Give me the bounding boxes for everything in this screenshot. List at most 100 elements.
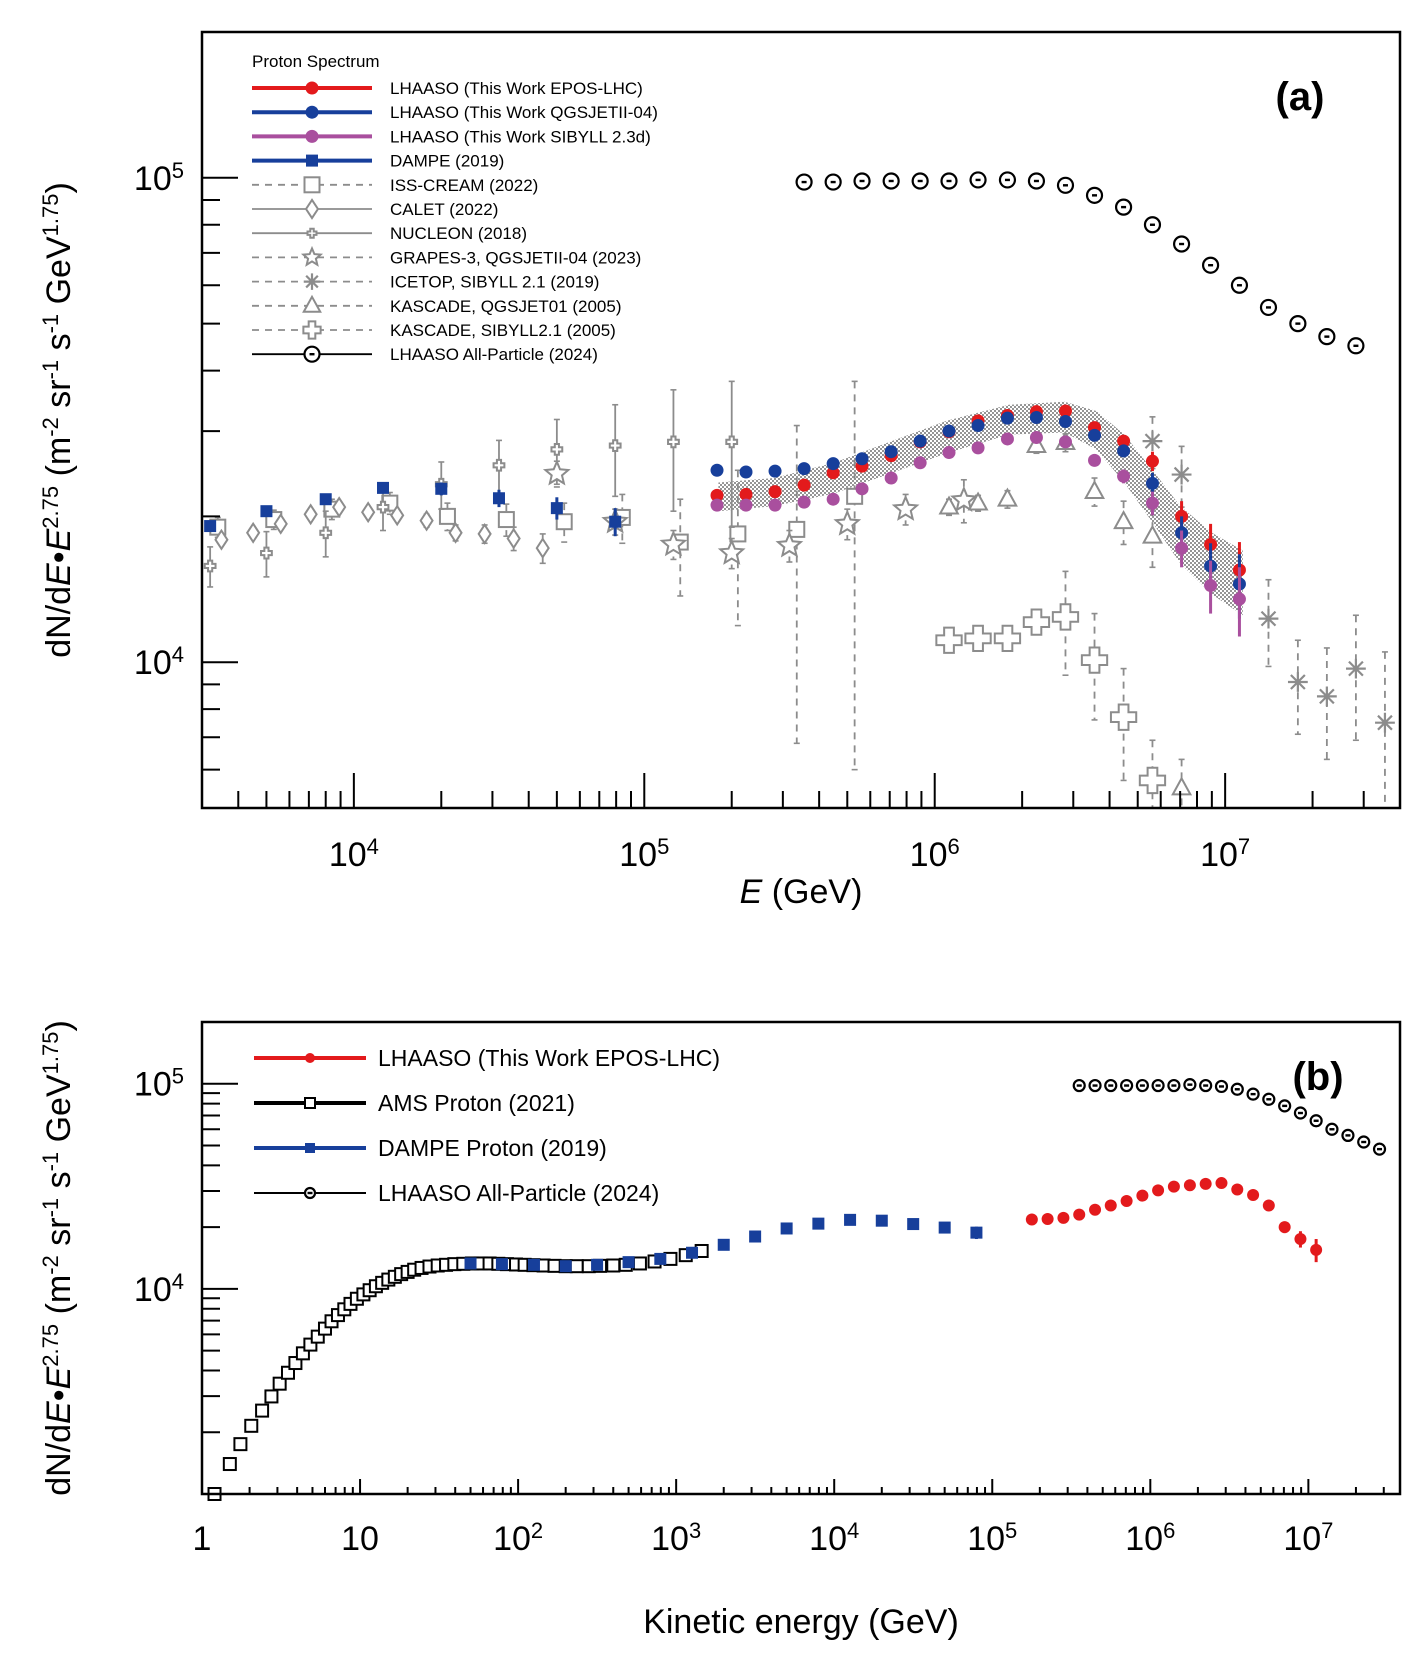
- error-bar: [1353, 344, 1359, 347]
- data-point: [632, 1256, 647, 1271]
- error-bar: [1297, 1111, 1303, 1115]
- data-point: [203, 559, 217, 573]
- data-point: [1183, 1179, 1196, 1192]
- data-point: [1113, 510, 1135, 530]
- data-point: [970, 1226, 983, 1239]
- error-bar: [1265, 306, 1271, 309]
- y-tick-label: 104: [134, 642, 184, 683]
- error-bar: [1324, 335, 1330, 338]
- data-point: [1231, 1183, 1244, 1196]
- data-point: [1145, 476, 1159, 490]
- data-point: [938, 1221, 951, 1234]
- uncertainty-band: [718, 401, 1243, 616]
- data-point: [1287, 672, 1308, 692]
- data-point: [1142, 431, 1163, 452]
- panel-b-label: (b): [1292, 1055, 1343, 1099]
- panel-a-y-axis-title: dN/dE•E2.75 (m-2 sr-1 s-1 GeV1.75): [38, 182, 79, 658]
- data-point: [550, 502, 563, 515]
- error-bar: [309, 353, 315, 356]
- data-point: [1029, 430, 1043, 444]
- data-point: [245, 521, 261, 544]
- data-point: [768, 485, 782, 499]
- error-bar: [1092, 1084, 1098, 1087]
- data-point: [495, 1258, 508, 1271]
- data-point: [971, 419, 985, 433]
- data-point: [1294, 1233, 1307, 1246]
- data-point: [1167, 1180, 1180, 1193]
- data-point: [884, 445, 898, 459]
- data-point: [826, 492, 840, 506]
- data-point: [542, 459, 571, 486]
- legend-marker: [306, 227, 318, 239]
- error-bar: [1171, 1084, 1177, 1087]
- data-point: [1171, 464, 1192, 485]
- error-bar: [888, 179, 894, 183]
- data-point: [659, 529, 688, 557]
- data-point: [272, 1376, 287, 1391]
- legend-marker: [303, 176, 321, 194]
- legend-item: LHAASO (This Work QGSJETII-04): [252, 103, 658, 122]
- data-point: [1080, 646, 1109, 674]
- x-tick-label: 104: [809, 1518, 859, 1559]
- legend-marker: [305, 105, 319, 119]
- legend-item: LHAASO (This Work EPOS-LHC): [254, 1045, 720, 1071]
- data-point: [1346, 658, 1366, 679]
- data-point: [550, 442, 564, 456]
- legend-item: KASCADE, QGSJET01 (2005): [252, 294, 621, 316]
- error-bar: [830, 180, 836, 184]
- data-point: [1029, 411, 1043, 425]
- data-point: [303, 503, 318, 526]
- data-point: [717, 538, 746, 565]
- data-point: [971, 441, 985, 455]
- panel-a-frame: [200, 30, 1402, 810]
- data-point: [654, 1252, 667, 1265]
- error-bar: [917, 179, 923, 183]
- error-bar: [1121, 205, 1127, 209]
- legend-marker: [300, 245, 324, 267]
- legend-item: LHAASO All-Particle (2024): [254, 1180, 659, 1206]
- legend-marker: [304, 1097, 316, 1109]
- data-point: [812, 1217, 825, 1230]
- data-point: [1088, 453, 1102, 467]
- data-point: [1084, 479, 1106, 499]
- legend-marker: [302, 294, 322, 313]
- data-point: [438, 507, 456, 525]
- data-point: [780, 1222, 793, 1235]
- legend-label: DAMPE (2019): [390, 152, 504, 171]
- data-point: [913, 434, 927, 448]
- y-axis-title-a: dN/dE•E2.75 (m-2 sr-1 s-1 GeV1.75): [38, 182, 79, 658]
- legend-label: NUCLEON (2018): [390, 224, 527, 243]
- error-bar: [307, 1191, 313, 1195]
- data-point: [775, 531, 804, 558]
- data-point: [1136, 1189, 1149, 1202]
- data-point: [319, 526, 333, 540]
- panel-b-series: [207, 1078, 1387, 1501]
- data-point: [710, 488, 724, 502]
- data-point: [1022, 608, 1051, 636]
- data-point: [1117, 444, 1131, 458]
- data-point: [1316, 686, 1337, 707]
- error-bar: [1062, 184, 1068, 187]
- data-point: [332, 496, 347, 519]
- panel-b-frame: [200, 1020, 1402, 1496]
- series-dampe-proton-2019: [464, 1213, 983, 1273]
- x-tick-label: 104: [329, 834, 379, 875]
- data-point: [964, 624, 992, 652]
- legend-item: DAMPE (2019): [252, 152, 504, 171]
- data-point: [435, 482, 448, 495]
- series-kascade-sibyll2-1-2005: [935, 570, 1167, 808]
- error-bar: [1076, 1084, 1082, 1087]
- error-bar: [1313, 1119, 1319, 1122]
- legend-marker: [305, 81, 319, 95]
- legend-marker: [303, 273, 321, 290]
- data-point: [993, 624, 1022, 652]
- data-point: [390, 504, 405, 527]
- data-point: [419, 509, 434, 532]
- data-point: [996, 487, 1018, 507]
- error-bar: [1218, 1085, 1224, 1088]
- panel-b-y-axis-title: dN/dE•E2.75 (m-2 sr-1 s-1 GeV1.75): [38, 1020, 79, 1496]
- error-bar: [1329, 1128, 1335, 1131]
- panel-a-legend: Proton Spectrum LHAASO (This Work EPOS-L…: [252, 52, 658, 364]
- data-point: [725, 435, 739, 449]
- data-point: [967, 491, 989, 511]
